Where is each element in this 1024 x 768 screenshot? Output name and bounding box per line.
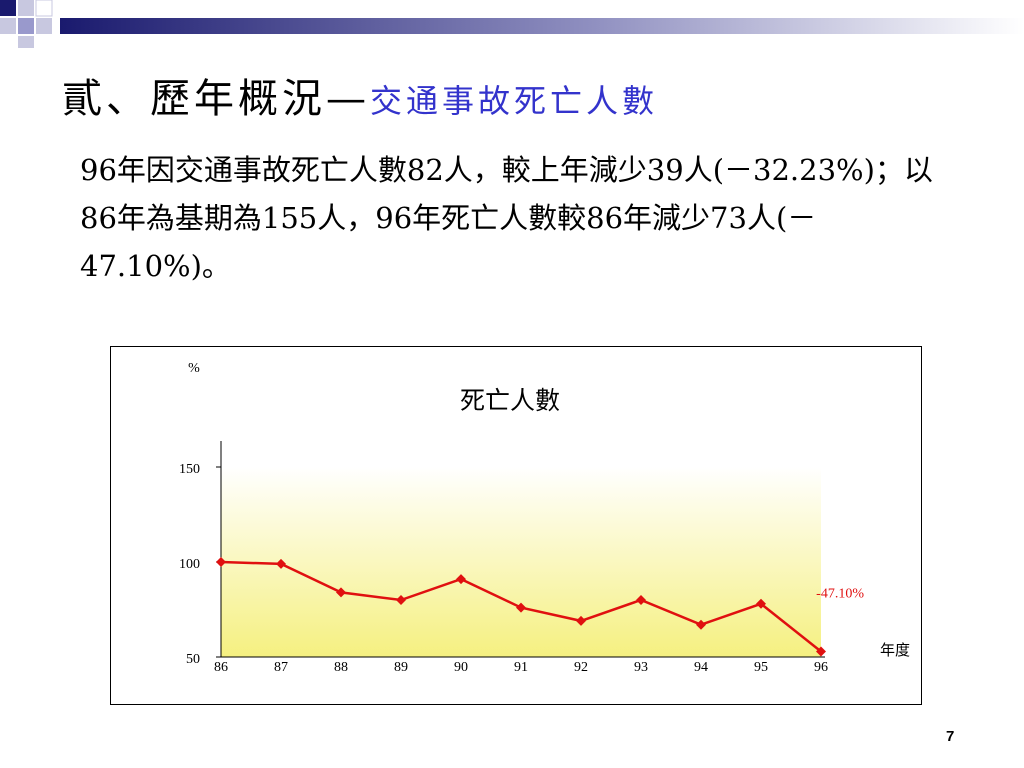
data-point-marker [336, 587, 346, 598]
x-tick-label: 87 [274, 660, 288, 675]
x-tick-label: 92 [574, 660, 588, 675]
header-decoration [0, 0, 1024, 48]
data-point-marker [576, 615, 586, 626]
x-axis-label: 年度 [880, 641, 910, 659]
data-point-marker [516, 602, 526, 613]
line-chart: 50 100 150 死亡人數% 年度 86 87 88 89 90 91 92 93 94 95 96 -47… [179, 361, 910, 675]
x-tick-label: 91 [514, 660, 528, 675]
slide-title-main: 貳、歷年概況— [62, 76, 370, 122]
x-tick-label: 94 [694, 660, 708, 675]
chart-frame: 50 100 150 死亡人數% 年度 86 87 88 89 90 91 92 93 94 95 96 -47… [110, 346, 922, 705]
y-tick-label: 100 [179, 557, 200, 572]
slide-title-sub: 交通事故死亡人數 [370, 82, 659, 120]
data-point-marker [456, 574, 466, 585]
summary-paragraph: 96年因交通事故死亡人數82人，較上年減少39人(－32.23%)；以86年為基… [80, 153, 933, 283]
data-point-marker [636, 595, 646, 605]
x-tick-label: 86 [214, 660, 228, 675]
data-point-marker [696, 619, 706, 630]
data-point-marker [756, 598, 766, 609]
slide-title: 貳、歷年概況—交通事故死亡人數 [62, 66, 658, 124]
data-point-marker [816, 646, 826, 657]
x-tick-label: 89 [394, 660, 408, 675]
plot-area [221, 467, 821, 657]
x-tick-label: 93 [634, 660, 648, 675]
data-point-marker [216, 557, 226, 567]
x-tick-label: 95 [754, 660, 768, 675]
y-tick-label: 50 [186, 652, 200, 667]
data-point-marker [276, 558, 286, 569]
data-point-marker [396, 595, 406, 605]
x-tick-label: 88 [334, 660, 348, 675]
y-axis-unit: % [188, 361, 200, 376]
change-annotation: -47.10% [816, 586, 864, 601]
chart-title: 死亡人數 [460, 386, 560, 415]
x-tick-label: 96 [814, 660, 828, 675]
page-number: 7 [946, 728, 955, 745]
x-tick-label: 90 [454, 660, 468, 675]
y-tick-label: 150 [179, 462, 200, 477]
